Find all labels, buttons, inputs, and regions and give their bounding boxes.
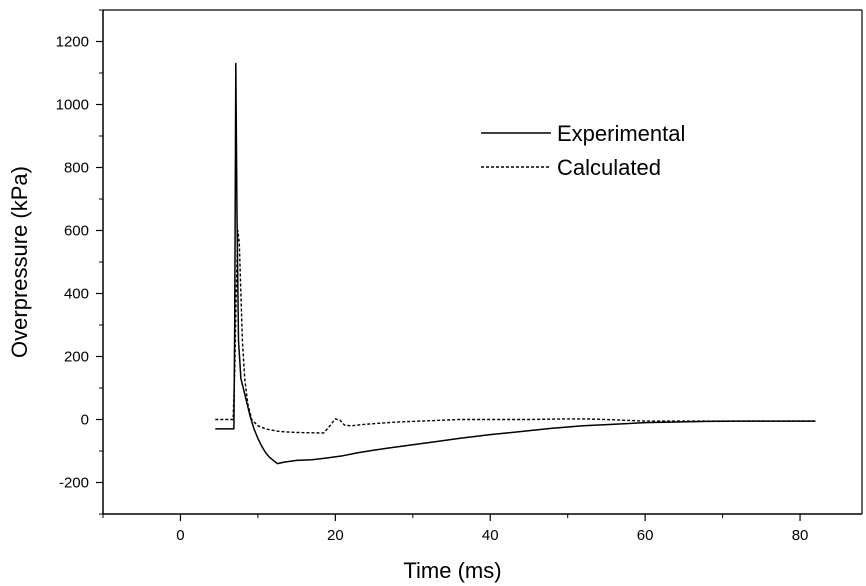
x-axis-ticks: 0 20 40 60 80 (102, 514, 809, 544)
legend-label-experimental: Experimental (557, 121, 685, 146)
x-tick-label: 20 (327, 527, 344, 544)
y-tick-label: 200 (64, 349, 89, 366)
x-axis-title: Time (ms) (403, 558, 501, 583)
y-axis-ticks: -200 0 200 400 600 800 1000 1200 (56, 9, 103, 515)
y-tick-label: 1200 (56, 34, 89, 51)
y-tick-label: -200 (59, 475, 89, 492)
series-line-calculated (215, 229, 816, 434)
y-tick-label: 600 (64, 223, 89, 240)
x-tick-label: 60 (637, 527, 654, 544)
x-tick-label: 80 (792, 527, 809, 544)
legend: Experimental Calculated (481, 121, 685, 180)
y-tick-label: 800 (64, 160, 89, 177)
y-axis-title: Overpressure (kPa) (7, 166, 32, 358)
y-tick-label: 1000 (56, 97, 89, 114)
x-tick-label: 40 (482, 527, 499, 544)
y-tick-label: 0 (81, 412, 89, 429)
x-tick-label: 0 (176, 527, 184, 544)
legend-label-calculated: Calculated (557, 155, 661, 180)
y-tick-label: 400 (64, 286, 89, 303)
plot-frame (102, 9, 863, 515)
series-line-experimental (215, 62, 816, 465)
series-layer (215, 62, 816, 465)
